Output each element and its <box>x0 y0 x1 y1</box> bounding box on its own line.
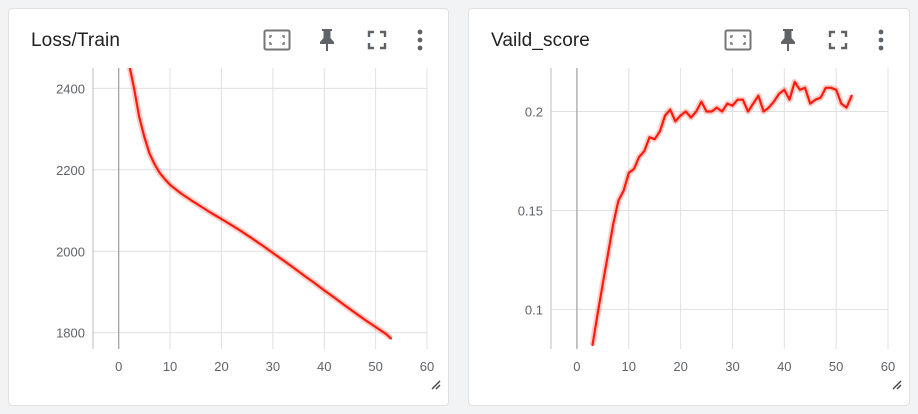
chart-title: Vaild_score <box>491 30 590 51</box>
chart-card-vaild-score: Vaild_score 0 10 20 30 40 50 60 0.1 0.15 0 <box>468 8 910 406</box>
y-tick-label: 2400 <box>56 81 85 96</box>
x-tick-label: 60 <box>881 359 895 374</box>
pin-button[interactable] <box>302 25 352 55</box>
card-toolbar <box>252 25 438 55</box>
vaild-score-plot[interactable]: 0 10 20 30 40 50 60 0.1 0.15 0.2 <box>469 9 911 407</box>
y-tick-label: 0.2 <box>525 105 543 120</box>
fullscreen-button[interactable] <box>813 25 863 55</box>
more-options-button[interactable] <box>863 25 899 55</box>
y-tick-label: 0.1 <box>525 302 543 317</box>
pin-icon <box>781 29 795 51</box>
series-raw-line <box>126 68 393 341</box>
fit-domain-icon <box>724 29 752 51</box>
x-tick-label: 0 <box>115 359 122 374</box>
x-tick-label: 40 <box>777 359 791 374</box>
pin-button[interactable] <box>763 25 813 55</box>
x-tick-label: 20 <box>214 359 228 374</box>
loss-train-plot[interactable]: 0 10 20 30 40 50 60 1800 2000 2200 2400 <box>9 9 450 407</box>
series-raw-line <box>589 78 855 346</box>
chart-title: Loss/Train <box>31 30 120 51</box>
x-tick-label: 20 <box>673 359 687 374</box>
x-tick-label: 50 <box>368 359 382 374</box>
x-tick-label: 0 <box>573 359 580 374</box>
x-tick-label: 30 <box>266 359 280 374</box>
y-tick-label: 0.15 <box>518 203 543 218</box>
y-tick-label: 2000 <box>56 244 85 259</box>
fullscreen-icon <box>367 30 387 50</box>
resize-handle-icon[interactable] <box>428 377 442 391</box>
x-tick-label: 50 <box>829 359 843 374</box>
fit-domain-button[interactable] <box>252 25 302 55</box>
resize-handle-icon[interactable] <box>889 377 903 391</box>
more-vert-icon <box>878 29 884 51</box>
x-tick-label: 30 <box>725 359 739 374</box>
card-toolbar <box>713 25 899 55</box>
more-options-button[interactable] <box>402 25 438 55</box>
fullscreen-icon <box>828 30 848 50</box>
chart-card-loss-train: Loss/Train 0 10 20 30 40 50 60 1800 2000 2 <box>8 8 449 406</box>
series-line[interactable] <box>128 64 393 340</box>
more-vert-icon <box>417 29 423 51</box>
x-tick-label: 10 <box>622 359 636 374</box>
series-line[interactable] <box>591 80 853 347</box>
x-tick-label: 60 <box>420 359 434 374</box>
x-tick-label: 10 <box>163 359 177 374</box>
y-tick-label: 2200 <box>56 163 85 178</box>
fit-domain-button[interactable] <box>713 25 763 55</box>
fit-domain-icon <box>263 29 291 51</box>
fullscreen-button[interactable] <box>352 25 402 55</box>
pin-icon <box>320 29 334 51</box>
y-tick-label: 1800 <box>56 326 85 341</box>
x-tick-label: 40 <box>317 359 331 374</box>
